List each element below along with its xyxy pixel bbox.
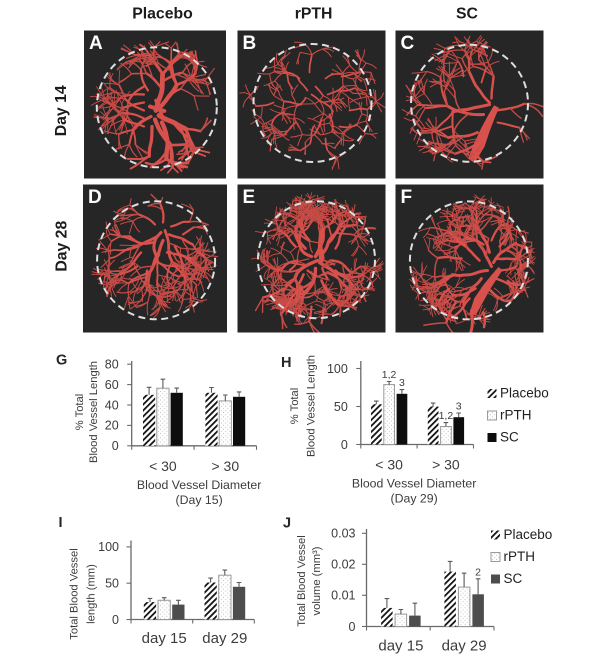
svg-text:H: H (281, 355, 291, 371)
svg-text:C: C (401, 33, 415, 54)
svg-text:100: 100 (327, 362, 348, 376)
svg-text:100: 100 (98, 540, 119, 554)
svg-text:3: 3 (456, 401, 462, 413)
svg-text:> 30: > 30 (432, 457, 460, 473)
svg-text:0: 0 (341, 438, 348, 452)
svg-text:0: 0 (112, 613, 119, 627)
svg-text:% Total: % Total (74, 394, 86, 430)
svg-text:1,2: 1,2 (439, 410, 454, 422)
svg-text:Day 28: Day 28 (54, 221, 71, 272)
svg-text:D: D (88, 187, 102, 208)
svg-text:E: E (243, 187, 256, 208)
svg-text:1,2: 1,2 (382, 369, 397, 381)
svg-text:% Total: % Total (289, 388, 301, 424)
svg-text:80: 80 (105, 358, 119, 372)
svg-text:Total Blood Vessel: Total Blood Vessel (296, 535, 308, 626)
svg-text:Blood Vessel Length: Blood Vessel Length (306, 355, 318, 457)
svg-text:G: G (56, 353, 67, 369)
svg-text:50: 50 (334, 400, 348, 414)
svg-text:SC: SC (500, 430, 519, 445)
svg-text:rPTH: rPTH (500, 408, 532, 423)
svg-text:> 30: > 30 (211, 458, 239, 474)
svg-text:Blood Vessel Length: Blood Vessel Length (88, 361, 100, 463)
svg-text:SC: SC (456, 6, 478, 23)
svg-text:60: 60 (105, 378, 119, 392)
svg-text:2: 2 (475, 566, 481, 578)
svg-text:Placebo: Placebo (500, 386, 549, 401)
svg-text:F: F (401, 187, 413, 208)
svg-text:Total Blood Vessel: Total Blood Vessel (69, 548, 81, 639)
svg-text:A: A (89, 33, 103, 54)
svg-text:0.02: 0.02 (331, 558, 355, 572)
svg-text:B: B (243, 33, 257, 54)
svg-text:Placebo: Placebo (132, 6, 193, 23)
svg-text:day 15: day 15 (378, 638, 423, 655)
svg-text:3: 3 (399, 377, 405, 389)
svg-text:Placebo: Placebo (504, 527, 553, 542)
svg-text:Blood Vessel Diameter: Blood Vessel Diameter (352, 477, 476, 491)
svg-text:0.03: 0.03 (331, 527, 355, 541)
svg-text:Day 14: Day 14 (53, 85, 70, 136)
svg-text:rPTH: rPTH (504, 549, 536, 564)
svg-text:day 15: day 15 (142, 630, 187, 647)
svg-text:rPTH: rPTH (295, 6, 333, 23)
svg-text:day 29: day 29 (442, 638, 487, 655)
svg-text:day 29: day 29 (202, 630, 247, 647)
svg-text:20: 20 (105, 419, 119, 433)
svg-text:0: 0 (349, 620, 356, 634)
svg-text:length (mm): length (mm) (86, 564, 98, 624)
svg-text:volume (mm³): volume (mm³) (311, 546, 323, 615)
svg-text:< 30: < 30 (149, 458, 177, 474)
svg-text:J: J (283, 516, 291, 532)
svg-text:(Day 15): (Day 15) (176, 493, 223, 507)
svg-text:(Day 29): (Day 29) (391, 492, 438, 506)
svg-text:I: I (59, 515, 63, 531)
svg-text:< 30: < 30 (375, 457, 403, 473)
svg-text:0.01: 0.01 (331, 589, 355, 603)
svg-text:Blood Vessel Diameter: Blood Vessel Diameter (137, 478, 261, 492)
svg-text:40: 40 (105, 398, 119, 412)
svg-text:0: 0 (112, 439, 119, 453)
svg-text:50: 50 (105, 577, 119, 591)
svg-text:SC: SC (504, 571, 523, 586)
